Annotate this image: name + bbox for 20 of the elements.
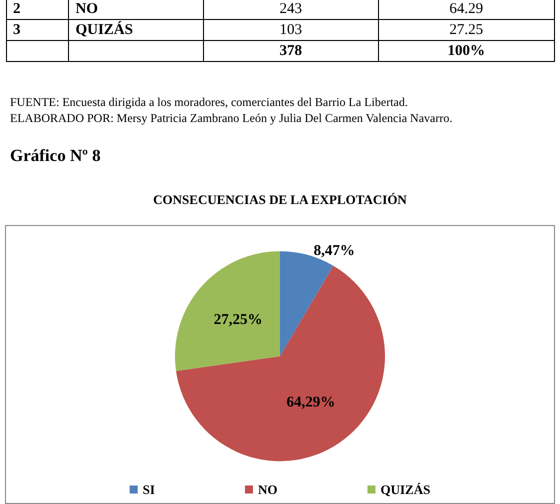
data-label: 8,47% — [314, 243, 355, 260]
text: 3 — [6, 20, 69, 40]
legend-label: NO — [258, 482, 278, 497]
text: Gráfico Nº 8 — [10, 146, 101, 166]
text: ELABORADO POR: Mersy Patricia Zambrano León y Julia Del Carmen Valencia Navarro. — [10, 111, 452, 126]
text: 378 — [203, 40, 378, 62]
legend-label: QUIZÁS — [380, 482, 430, 497]
data-label: 64,29% — [286, 394, 336, 410]
text: QUIZÁS — [68, 20, 204, 40]
data-label: 27,25% — [214, 312, 262, 328]
chart-title: CONSECUENCIAS DE LA EXPLOTACIÓN — [152, 192, 408, 208]
text: NO — [68, 0, 204, 20]
text: 100% — [378, 40, 554, 62]
text: 27.25 — [378, 20, 554, 40]
text: 243 — [203, 0, 378, 20]
source-note: FUENTE: Encuesta dirigida a los moradores, comerciantes del Barrio La Libertad. — [10, 95, 408, 110]
legend-label: SI — [142, 482, 155, 497]
text: 103 — [203, 20, 378, 40]
text: 64.29 — [378, 0, 554, 20]
text: 2 — [6, 0, 69, 20]
